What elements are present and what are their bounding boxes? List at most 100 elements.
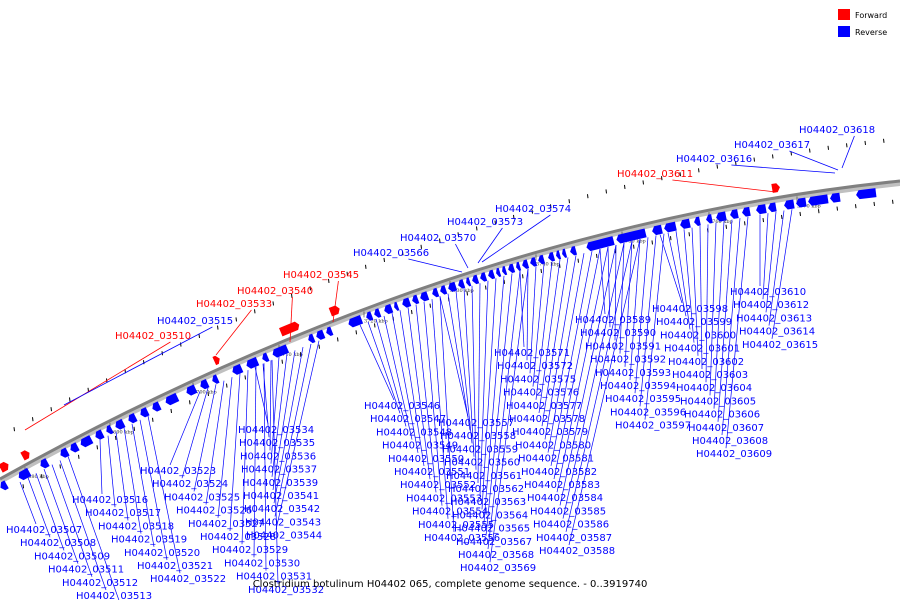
gene-label[interactable]: H04402_03510 bbox=[115, 331, 191, 342]
gene-label[interactable]: H04402_03556 bbox=[424, 533, 500, 544]
gene-label[interactable]: H04402_03553 bbox=[406, 493, 482, 504]
gene-label[interactable]: H04402_03507 bbox=[6, 525, 82, 536]
gene-label[interactable]: H04402_03518 bbox=[98, 521, 174, 532]
gene-label[interactable]: H04402_03527 bbox=[188, 519, 264, 530]
gene-label[interactable]: H04402_03530 bbox=[224, 558, 300, 569]
gene-label[interactable]: H04402_03525 bbox=[164, 492, 240, 503]
gene-label[interactable]: H04402_03558 bbox=[440, 431, 516, 442]
gene-label[interactable]: H04402_03594 bbox=[600, 381, 676, 392]
gene-label[interactable]: H04402_03605 bbox=[680, 396, 756, 407]
gene-label[interactable]: H04402_03578 bbox=[509, 414, 585, 425]
gene-label[interactable]: H04402_03559 bbox=[442, 444, 518, 455]
gene-label[interactable]: H04402_03616 bbox=[676, 154, 752, 165]
gene-label[interactable]: H04402_03549 bbox=[382, 441, 458, 452]
gene-label[interactable]: H04402_03597 bbox=[615, 421, 691, 432]
gene-label[interactable]: H04402_03576 bbox=[503, 388, 579, 399]
gene-label[interactable]: H04402_03552 bbox=[400, 480, 476, 491]
gene-label[interactable]: H04402_03595 bbox=[605, 394, 681, 405]
gene-label[interactable]: H04402_03580 bbox=[515, 440, 591, 451]
gene-label[interactable]: H04402_03612 bbox=[733, 300, 809, 311]
gene-label[interactable]: H04402_03602 bbox=[668, 357, 744, 368]
gene-label[interactable]: H04402_03509 bbox=[34, 551, 110, 562]
gene-label[interactable]: H04402_03603 bbox=[672, 370, 748, 381]
gene-label[interactable]: H04402_03598 bbox=[652, 304, 728, 315]
gene-label[interactable]: H04402_03606 bbox=[684, 410, 760, 421]
gene-label[interactable]: H04402_03528 bbox=[200, 532, 276, 543]
gene-label[interactable]: H04402_03608 bbox=[692, 436, 768, 447]
gene-label[interactable]: H04402_03596 bbox=[610, 407, 686, 418]
gene-label[interactable]: H04402_03554 bbox=[412, 507, 488, 518]
gene-label[interactable]: H04402_03573 bbox=[447, 217, 523, 228]
gene-label[interactable]: H04402_03522 bbox=[150, 574, 226, 585]
gene-label[interactable]: H04402_03572 bbox=[497, 361, 573, 372]
gene-label[interactable]: H04402_03614 bbox=[739, 327, 815, 338]
gene-label[interactable]: H04402_03519 bbox=[111, 535, 187, 546]
gene-label[interactable]: H04402_03532 bbox=[248, 585, 324, 596]
gene-label[interactable]: H04402_03577 bbox=[506, 401, 582, 412]
gene-label[interactable]: H04402_03571 bbox=[494, 348, 570, 359]
gene-label[interactable]: H04402_03539 bbox=[242, 478, 318, 489]
gene-label[interactable]: H04402_03589 bbox=[575, 315, 651, 326]
gene-label[interactable]: H04402_03590 bbox=[580, 328, 656, 339]
gene-label[interactable]: H04402_03548 bbox=[376, 427, 452, 438]
gene-label[interactable]: H04402_03607 bbox=[688, 423, 764, 434]
gene-label[interactable]: H04402_03517 bbox=[85, 508, 161, 519]
gene-label[interactable]: H04402_03610 bbox=[730, 287, 806, 298]
gene-label[interactable]: H04402_03618 bbox=[799, 125, 875, 136]
gene-label[interactable]: H04402_03537 bbox=[241, 465, 317, 476]
gene-label[interactable]: H04402_03586 bbox=[533, 520, 609, 531]
gene-label[interactable]: H04402_03523 bbox=[140, 466, 216, 477]
gene-label[interactable]: H04402_03564 bbox=[452, 510, 528, 521]
gene-label[interactable]: H04402_03566 bbox=[353, 248, 429, 259]
gene-label[interactable]: H04402_03592 bbox=[590, 355, 666, 366]
gene-label[interactable]: H04402_03536 bbox=[240, 451, 316, 462]
gene-label[interactable]: H04402_03600 bbox=[660, 330, 736, 341]
gene-label[interactable]: H04402_03613 bbox=[736, 313, 812, 324]
gene-label[interactable]: H04402_03587 bbox=[536, 533, 612, 544]
gene-label[interactable]: H04402_03579 bbox=[512, 427, 588, 438]
gene-label[interactable]: H04402_03601 bbox=[664, 344, 740, 355]
gene-label[interactable]: H04402_03574 bbox=[495, 204, 571, 215]
gene-label[interactable]: H04402_03568 bbox=[458, 550, 534, 561]
gene-label[interactable]: H04402_03560 bbox=[444, 458, 520, 469]
gene-label[interactable]: H04402_03515 bbox=[157, 316, 233, 327]
gene-label[interactable]: H04402_03512 bbox=[62, 578, 138, 589]
gene-label[interactable]: H04402_03585 bbox=[530, 506, 606, 517]
gene-label[interactable]: H04402_03511 bbox=[48, 565, 124, 576]
gene-label[interactable]: H04402_03583 bbox=[524, 480, 600, 491]
gene-label[interactable]: H04402_03604 bbox=[676, 383, 752, 394]
gene-label[interactable]: H04402_03569 bbox=[460, 563, 536, 574]
gene-label[interactable]: H04402_03563 bbox=[450, 497, 526, 508]
gene-label[interactable]: H04402_03520 bbox=[124, 548, 200, 559]
gene-label[interactable]: H04402_03513 bbox=[76, 591, 152, 600]
gene-label[interactable]: H04402_03599 bbox=[656, 317, 732, 328]
gene-label[interactable]: H04402_03575 bbox=[500, 374, 576, 385]
gene-label[interactable]: H04402_03584 bbox=[527, 493, 603, 504]
gene-label[interactable]: H04402_03591 bbox=[585, 341, 661, 352]
gene-label[interactable]: H04402_03533 bbox=[196, 299, 272, 310]
gene-label[interactable]: H04402_03611 bbox=[617, 169, 693, 180]
gene-label[interactable]: H04402_03521 bbox=[137, 561, 213, 572]
gene-label[interactable]: H04402_03570 bbox=[400, 233, 476, 244]
gene-label[interactable]: H04402_03516 bbox=[72, 495, 148, 506]
gene-label[interactable]: H04402_03546 bbox=[364, 401, 440, 412]
gene-label[interactable]: H04402_03557 bbox=[438, 418, 514, 429]
gene-label[interactable]: H04402_03544 bbox=[246, 531, 322, 542]
gene-label[interactable]: H04402_03543 bbox=[245, 517, 321, 528]
gene-label[interactable]: H04402_03542 bbox=[244, 504, 320, 515]
gene-label[interactable]: H04402_03615 bbox=[742, 340, 818, 351]
gene-label[interactable]: H04402_03551 bbox=[394, 467, 470, 478]
gene-label[interactable]: H04402_03617 bbox=[734, 140, 810, 151]
gene-label[interactable]: H04402_03582 bbox=[521, 467, 597, 478]
gene-label[interactable]: H04402_03581 bbox=[518, 454, 594, 465]
gene-label[interactable]: H04402_03534 bbox=[238, 425, 314, 436]
gene-label[interactable]: H04402_03593 bbox=[595, 368, 671, 379]
gene-label[interactable]: H04402_03508 bbox=[20, 538, 96, 549]
gene-label[interactable]: H04402_03540 bbox=[237, 286, 313, 297]
gene-label[interactable]: H04402_03541 bbox=[243, 491, 319, 502]
gene-label[interactable]: H04402_03561 bbox=[446, 471, 522, 482]
gene-label[interactable]: H04402_03535 bbox=[239, 438, 315, 449]
gene-label[interactable]: H04402_03531 bbox=[236, 572, 312, 583]
gene-label[interactable]: H04402_03545 bbox=[283, 270, 359, 281]
gene-label[interactable]: H04402_03526 bbox=[176, 506, 252, 517]
